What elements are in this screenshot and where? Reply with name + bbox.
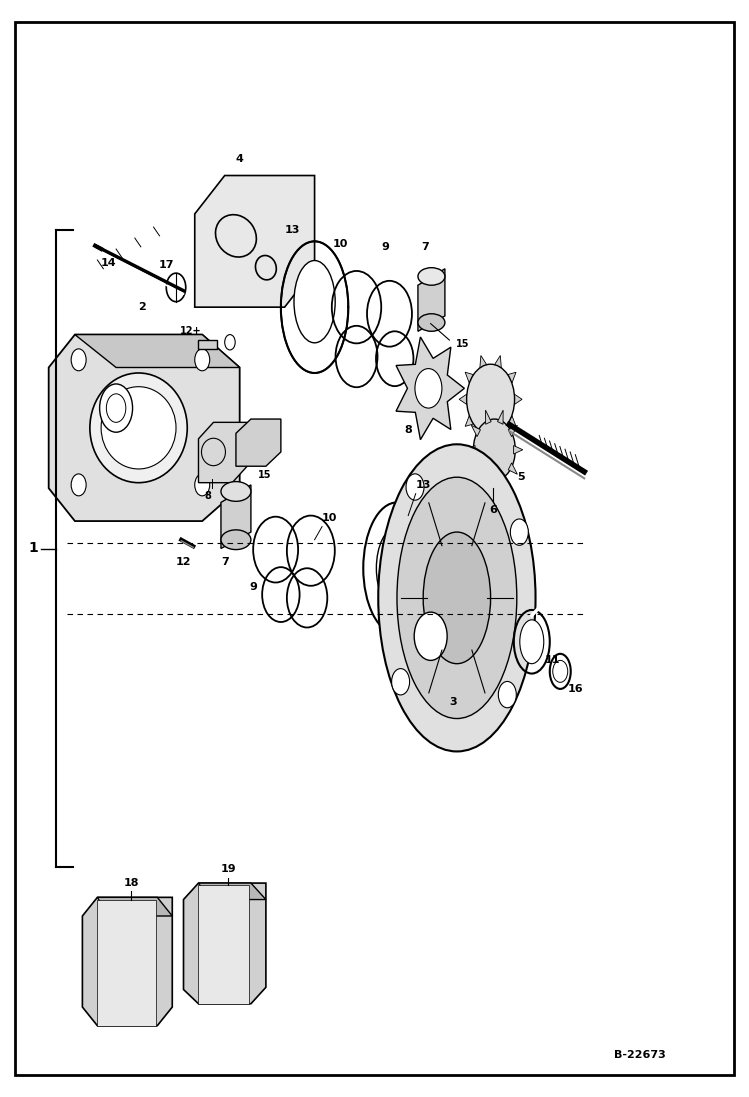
Text: 7: 7 <box>421 241 428 252</box>
Polygon shape <box>471 426 480 437</box>
Ellipse shape <box>221 482 251 501</box>
Polygon shape <box>480 355 487 367</box>
Circle shape <box>392 668 410 694</box>
Text: 6: 6 <box>489 505 497 516</box>
FancyBboxPatch shape <box>198 340 217 349</box>
Ellipse shape <box>294 261 336 343</box>
Circle shape <box>71 474 86 496</box>
Polygon shape <box>459 394 467 405</box>
Polygon shape <box>184 883 266 1004</box>
Polygon shape <box>221 485 251 548</box>
Text: 15: 15 <box>258 470 271 480</box>
Text: 5: 5 <box>517 472 524 483</box>
Text: 12: 12 <box>176 556 191 567</box>
Circle shape <box>498 681 516 708</box>
Polygon shape <box>195 176 315 307</box>
Text: 1: 1 <box>28 542 39 555</box>
Circle shape <box>195 349 210 371</box>
Circle shape <box>415 369 442 408</box>
Polygon shape <box>198 883 266 900</box>
Ellipse shape <box>418 268 445 285</box>
Text: 13: 13 <box>285 225 300 236</box>
Text: 2: 2 <box>139 302 146 313</box>
Polygon shape <box>465 372 473 383</box>
Polygon shape <box>396 337 464 440</box>
Polygon shape <box>514 445 523 454</box>
Text: 9: 9 <box>249 581 257 592</box>
Circle shape <box>195 474 210 496</box>
Text: 18: 18 <box>124 878 139 889</box>
Ellipse shape <box>397 477 517 719</box>
Polygon shape <box>466 445 475 454</box>
Polygon shape <box>497 475 503 489</box>
Ellipse shape <box>378 444 536 751</box>
Ellipse shape <box>418 314 445 331</box>
Text: 14: 14 <box>101 258 116 269</box>
Text: 10: 10 <box>333 238 348 249</box>
Polygon shape <box>198 422 247 483</box>
Text: 9: 9 <box>382 241 389 252</box>
Circle shape <box>71 349 86 371</box>
Circle shape <box>100 384 133 432</box>
Circle shape <box>467 364 515 434</box>
Polygon shape <box>508 416 516 427</box>
Polygon shape <box>509 463 518 474</box>
Polygon shape <box>509 426 518 437</box>
Polygon shape <box>494 355 501 367</box>
FancyBboxPatch shape <box>198 885 249 1004</box>
Polygon shape <box>49 335 240 521</box>
Text: 13: 13 <box>416 479 431 490</box>
Text: 8: 8 <box>404 425 412 436</box>
Text: 15: 15 <box>456 339 470 350</box>
Polygon shape <box>97 897 172 916</box>
FancyBboxPatch shape <box>97 900 156 1026</box>
Circle shape <box>510 519 528 545</box>
Polygon shape <box>497 410 503 425</box>
Text: 12+: 12+ <box>181 326 201 337</box>
Ellipse shape <box>376 527 418 610</box>
Text: B-22673: B-22673 <box>614 1050 666 1061</box>
Text: 17: 17 <box>159 260 174 271</box>
Text: 16: 16 <box>568 683 583 694</box>
Polygon shape <box>485 410 491 425</box>
Polygon shape <box>82 897 172 1026</box>
Polygon shape <box>508 372 516 383</box>
Polygon shape <box>465 416 473 427</box>
Polygon shape <box>494 431 501 443</box>
Text: 19: 19 <box>221 863 236 874</box>
Text: 10: 10 <box>322 512 337 523</box>
Ellipse shape <box>520 620 544 664</box>
Polygon shape <box>418 269 445 331</box>
Polygon shape <box>75 335 240 367</box>
Ellipse shape <box>101 387 176 470</box>
Text: 3: 3 <box>449 697 457 708</box>
Polygon shape <box>471 463 480 474</box>
Circle shape <box>473 419 515 480</box>
Polygon shape <box>236 419 281 466</box>
Polygon shape <box>515 394 522 405</box>
Circle shape <box>406 474 424 500</box>
Ellipse shape <box>90 373 187 483</box>
Polygon shape <box>480 431 487 443</box>
Text: 8: 8 <box>204 490 212 501</box>
Circle shape <box>414 612 447 660</box>
Ellipse shape <box>423 532 491 664</box>
Text: 7: 7 <box>221 556 228 567</box>
Ellipse shape <box>221 530 251 550</box>
Text: 4: 4 <box>236 154 243 165</box>
Text: 11: 11 <box>545 655 560 666</box>
Polygon shape <box>485 475 491 489</box>
Circle shape <box>553 660 568 682</box>
